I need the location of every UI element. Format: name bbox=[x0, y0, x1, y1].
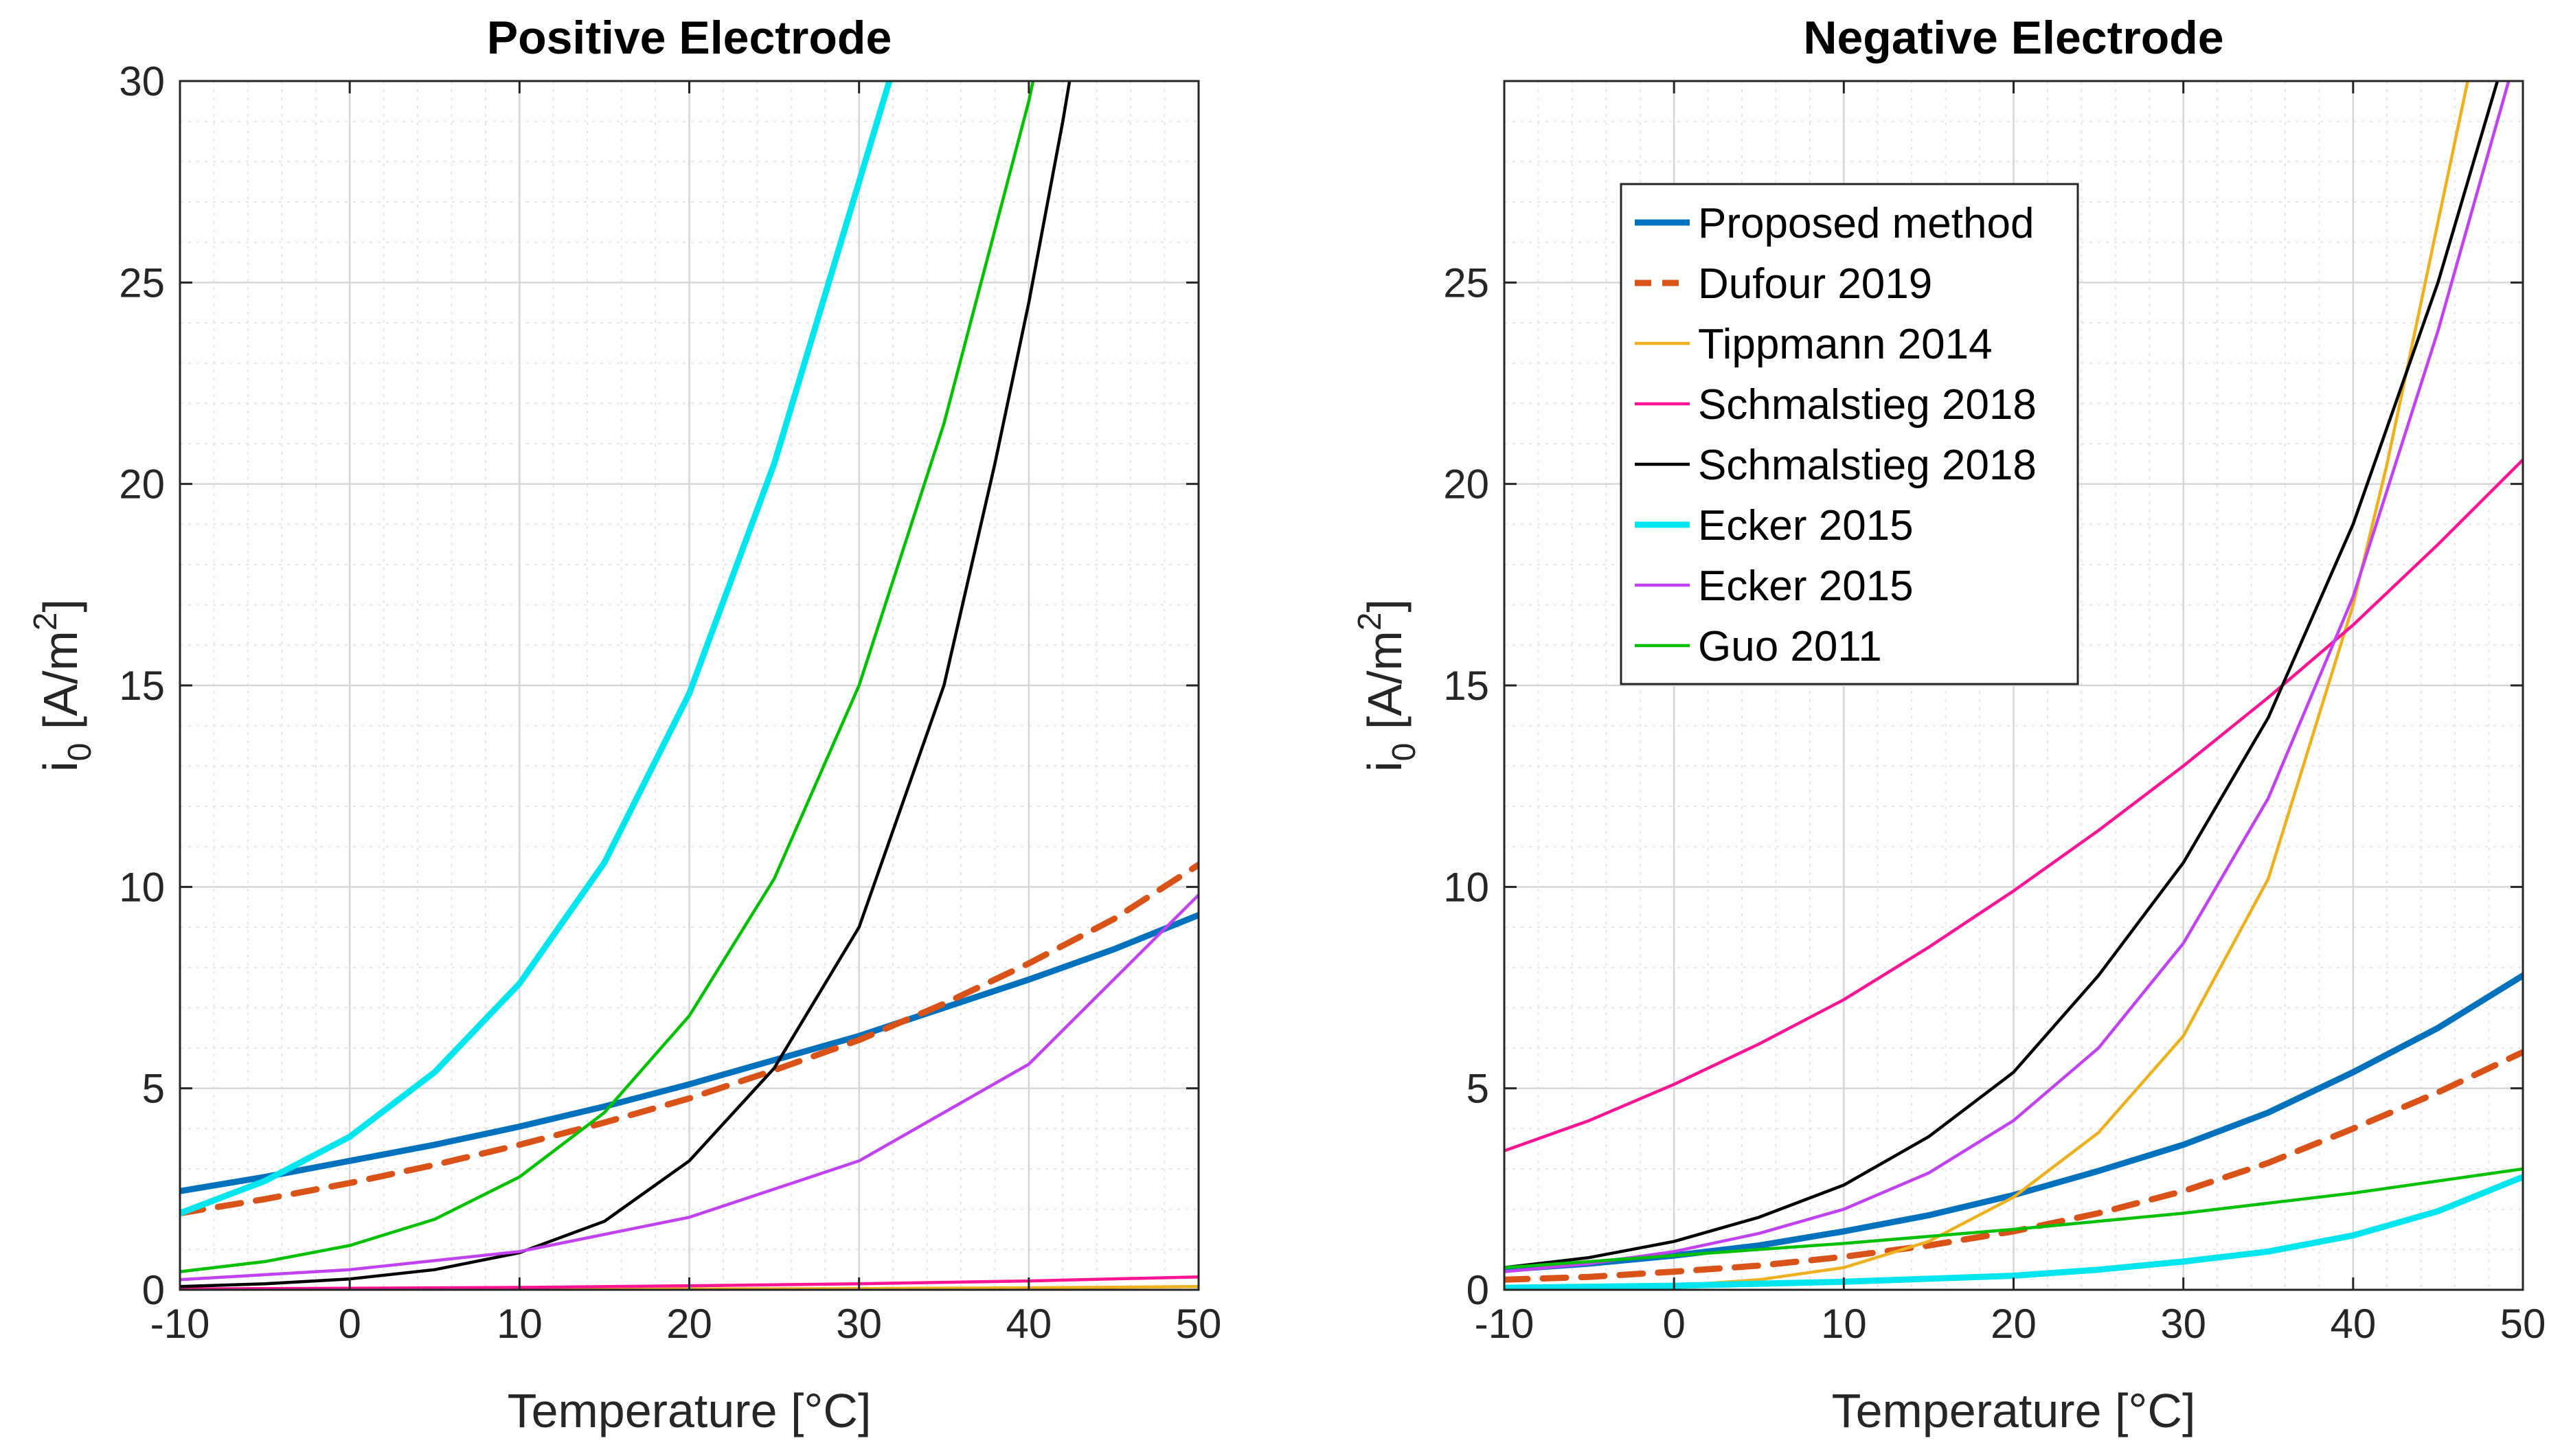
x-tick-label: 20 bbox=[1991, 1301, 2037, 1347]
y-tick-label: 20 bbox=[1443, 462, 1489, 508]
y-axis-label-subscript: 0 bbox=[62, 743, 98, 762]
y-tick-label: 10 bbox=[119, 864, 165, 910]
legend-label-tippmann-2014: Tippmann 2014 bbox=[1698, 321, 1993, 368]
y-tick-label: 0 bbox=[142, 1267, 165, 1313]
x-tick-label: 20 bbox=[666, 1301, 712, 1347]
y-axis-label-superscript: 2 bbox=[27, 613, 64, 631]
x-tick-label: -10 bbox=[150, 1301, 210, 1347]
series-line-proposed-method bbox=[180, 911, 1199, 1194]
series-line-guo-2011 bbox=[1504, 1167, 2523, 1269]
y-axis-label-unit: [A/m bbox=[34, 630, 87, 742]
legend-label-schmalstieg-2018: Schmalstieg 2018 bbox=[1698, 381, 2037, 429]
y-axis-label-superscript: 2 bbox=[1352, 613, 1388, 631]
series-layer bbox=[1504, 81, 2523, 1290]
series-line-dufour-2019 bbox=[1504, 1049, 2523, 1283]
series-line-guo-2011 bbox=[180, 81, 1035, 1273]
x-tick-label: 30 bbox=[836, 1301, 882, 1347]
x-axis-label: Temperature [°C] bbox=[508, 1384, 872, 1437]
x-tick-label: 40 bbox=[1006, 1301, 1052, 1347]
series-line-schmalstieg-2018 bbox=[1504, 81, 2500, 1269]
x-tick-label: 0 bbox=[1662, 1301, 1685, 1347]
legend-box bbox=[1620, 183, 2079, 685]
y-tick-label: 15 bbox=[119, 663, 165, 709]
chart-title: Negative Electrode bbox=[1803, 12, 2223, 64]
y-axis-label-unit: [A/m bbox=[1358, 630, 1412, 742]
legend-label-ecker-2015: Ecker 2015 bbox=[1698, 502, 1914, 549]
y-axis-label-unit-close: ] bbox=[1358, 599, 1412, 612]
chart-title: Positive Electrode bbox=[487, 12, 892, 64]
x-tick-label: 40 bbox=[2330, 1301, 2376, 1347]
series-group bbox=[1504, 81, 2523, 1290]
legend-label-proposed-method: Proposed method bbox=[1698, 200, 2034, 247]
x-tick-label: 10 bbox=[1821, 1301, 1867, 1347]
series-line-ecker-2015 bbox=[1504, 81, 2511, 1273]
y-tick-label: 30 bbox=[119, 58, 165, 104]
y-tick-label: 10 bbox=[1443, 864, 1489, 910]
x-tick-label: 0 bbox=[338, 1301, 361, 1347]
y-tick-label: 5 bbox=[142, 1066, 165, 1112]
y-tick-label: 25 bbox=[1443, 260, 1489, 306]
series-line-schmalstieg-2018 bbox=[1504, 458, 2523, 1152]
legend: Proposed method Dufour 2019 Tippmann 2014 S… bbox=[1620, 183, 2079, 685]
y-axis-label: i0 [A/m2] bbox=[1352, 599, 1423, 772]
y-tick-label: 25 bbox=[119, 260, 165, 306]
x-tick-label: 50 bbox=[1176, 1301, 1222, 1347]
series-line-dufour-2019 bbox=[180, 861, 1199, 1216]
y-tick-label: 15 bbox=[1443, 663, 1489, 709]
series-line-ecker-2015 bbox=[180, 893, 1199, 1282]
y-tick-label: 5 bbox=[1466, 1066, 1489, 1112]
x-tick-label: 30 bbox=[2160, 1301, 2206, 1347]
y-axis-label-symbol: i bbox=[1358, 761, 1412, 772]
y-tick-label: 0 bbox=[1466, 1267, 1489, 1313]
legend-label-guo-2011: Guo 2011 bbox=[1698, 623, 1882, 670]
series-line-ecker-2015 bbox=[1504, 1174, 2523, 1290]
y-axis-label-unit-close: ] bbox=[34, 599, 87, 612]
series-line-schmalstieg-2018 bbox=[180, 81, 1072, 1288]
x-tick-label: -10 bbox=[1475, 1301, 1534, 1347]
y-axis-label-subscript: 0 bbox=[1386, 743, 1423, 762]
series-line-ecker-2015 bbox=[180, 81, 893, 1216]
series-line-tippmann-2014 bbox=[1504, 81, 2469, 1290]
legend-label-ecker-2015: Ecker 2015 bbox=[1698, 562, 1914, 610]
x-tick-label: 50 bbox=[2500, 1301, 2546, 1347]
x-axis-label: Temperature [°C] bbox=[1832, 1384, 2196, 1437]
y-axis-label-symbol: i bbox=[34, 761, 87, 772]
legend-label-dufour-2019: Dufour 2019 bbox=[1698, 260, 1932, 308]
y-tick-label: 20 bbox=[119, 462, 165, 508]
x-tick-label: 10 bbox=[497, 1301, 543, 1347]
y-axis-label: i0 [A/m2] bbox=[27, 599, 98, 772]
legend-label-schmalstieg-2018: Schmalstieg 2018 bbox=[1698, 442, 2037, 489]
